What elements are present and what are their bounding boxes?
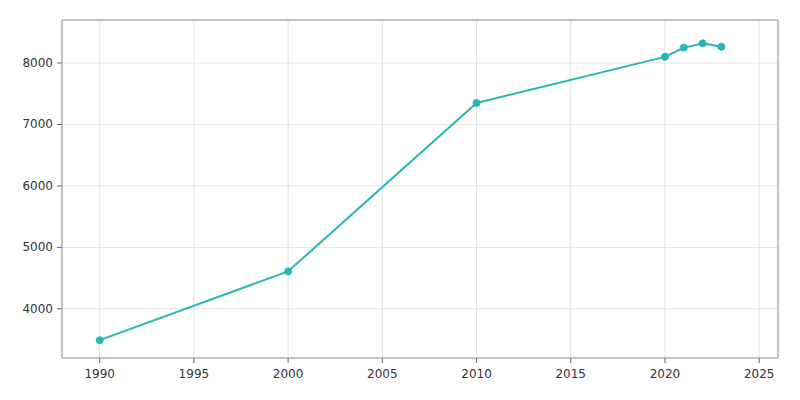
point bbox=[699, 40, 706, 47]
x-tick bbox=[99, 358, 100, 363]
x-grid-line bbox=[288, 20, 289, 358]
x-tick bbox=[759, 358, 760, 363]
y-tick-label: 6000 bbox=[22, 179, 53, 193]
y-grid-line bbox=[62, 247, 778, 248]
plot-frame bbox=[62, 20, 778, 358]
point bbox=[473, 99, 480, 106]
y-tick-label: 5000 bbox=[22, 240, 53, 254]
x-grid-line bbox=[193, 20, 194, 358]
x-tick bbox=[193, 358, 194, 363]
x-grid-line bbox=[382, 20, 383, 358]
y-grid-line bbox=[62, 124, 778, 125]
y-grid-line bbox=[62, 185, 778, 186]
y-tick-label: 8000 bbox=[22, 56, 53, 70]
x-grid-line bbox=[476, 20, 477, 358]
point bbox=[718, 43, 725, 50]
x-grid-line bbox=[99, 20, 100, 358]
point bbox=[96, 337, 103, 344]
x-tick bbox=[476, 358, 477, 363]
y-tick bbox=[57, 63, 62, 64]
x-grid-line bbox=[664, 20, 665, 358]
x-tick-label: 1990 bbox=[84, 367, 115, 381]
y-tick bbox=[57, 247, 62, 248]
y-tick bbox=[57, 185, 62, 186]
x-grid-line bbox=[570, 20, 571, 358]
x-tick bbox=[288, 358, 289, 363]
y-grid-line bbox=[62, 308, 778, 309]
page: {"chart_data": {"type": "line", "x": [19… bbox=[0, 0, 800, 400]
x-tick-label: 2020 bbox=[650, 367, 681, 381]
axes: 1990 1995 2000 2005 2010 2015 2020 2025 4000 5000… bbox=[22, 20, 778, 381]
y-tick bbox=[57, 124, 62, 125]
y-tick-label: 7000 bbox=[22, 117, 53, 131]
y-tick-label: 4000 bbox=[22, 302, 53, 316]
x-tick-label: 1995 bbox=[179, 367, 210, 381]
grid bbox=[62, 20, 778, 358]
x-tick-label: 2010 bbox=[461, 367, 492, 381]
point bbox=[661, 53, 668, 60]
x-tick-label: 2025 bbox=[744, 367, 775, 381]
point bbox=[285, 268, 292, 275]
series bbox=[96, 40, 725, 344]
y-tick bbox=[57, 308, 62, 309]
x-tick bbox=[570, 358, 571, 363]
x-tick-label: 2000 bbox=[273, 367, 304, 381]
chart-svg: 1990 1995 2000 2005 2010 2015 2020 2025 4000 5000… bbox=[0, 0, 800, 400]
y-grid-line bbox=[62, 63, 778, 64]
chart-container: 1990 1995 2000 2005 2010 2015 2020 2025 4000 5000… bbox=[0, 0, 800, 400]
x-tick bbox=[664, 358, 665, 363]
x-grid-line bbox=[759, 20, 760, 358]
point bbox=[680, 44, 687, 51]
line bbox=[100, 43, 722, 340]
x-tick-label: 2015 bbox=[555, 367, 586, 381]
x-tick bbox=[382, 358, 383, 363]
x-tick-label: 2005 bbox=[367, 367, 398, 381]
